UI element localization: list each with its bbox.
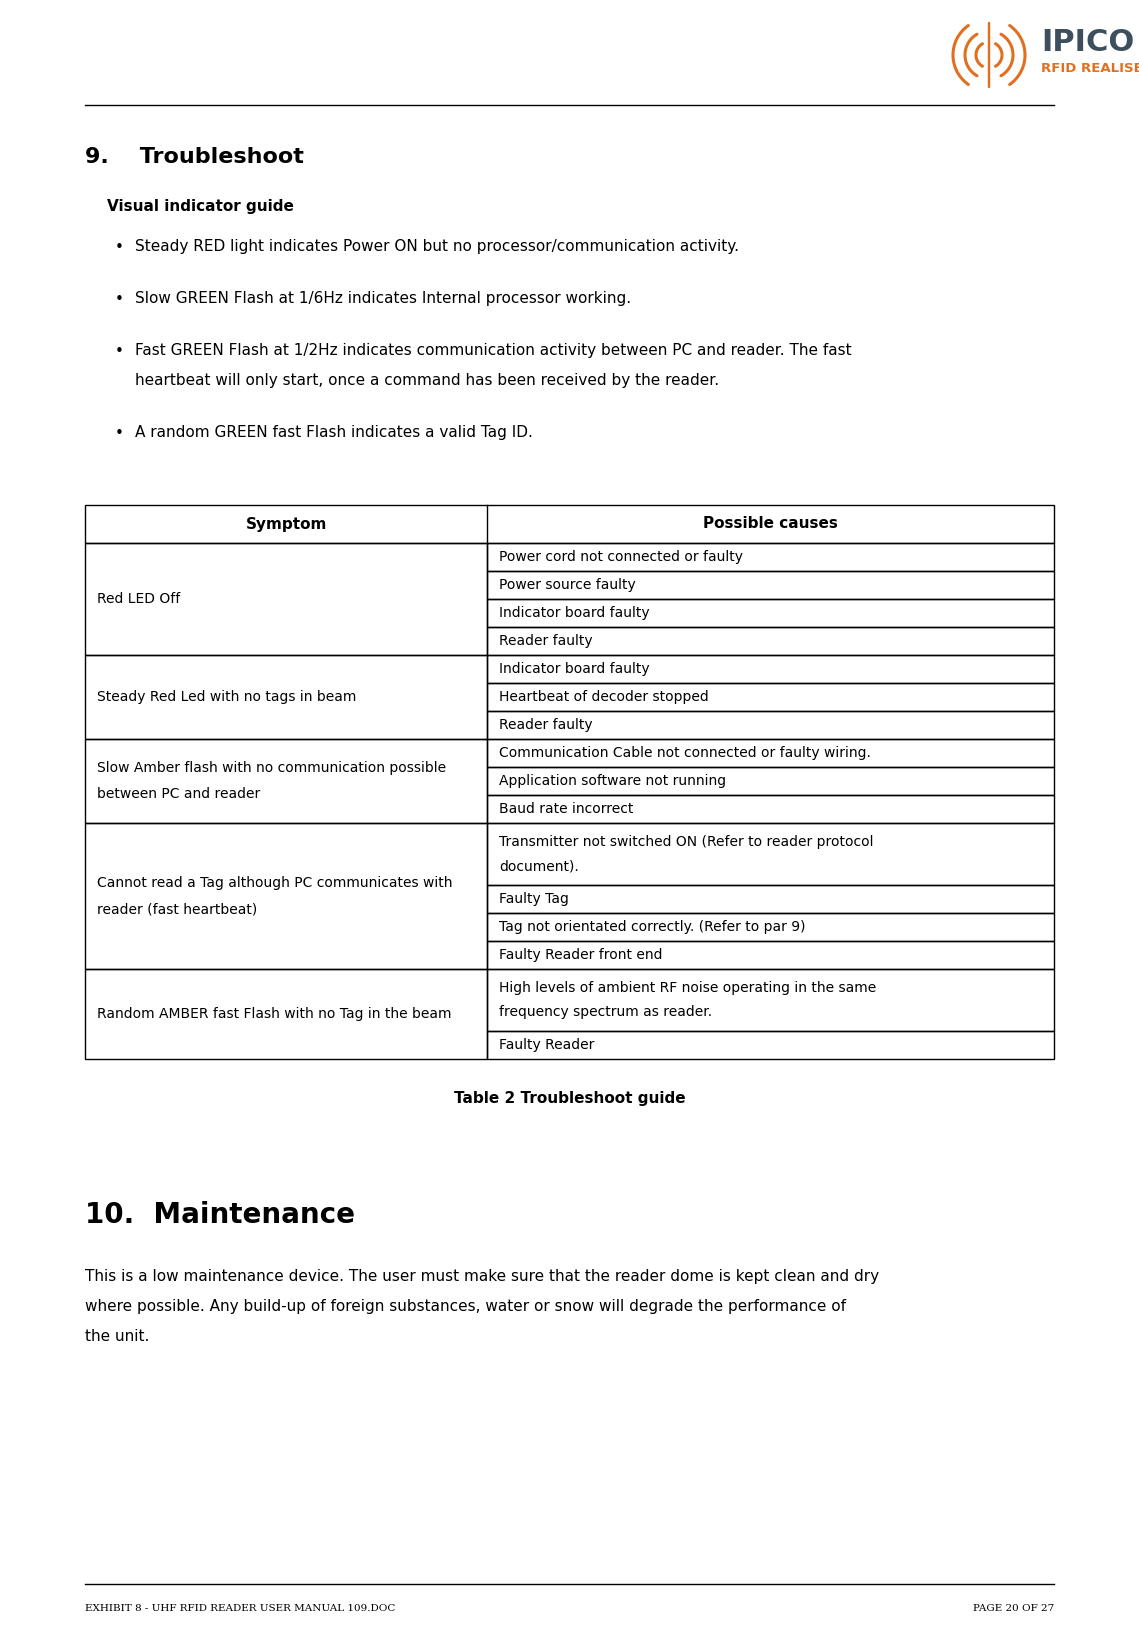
Text: Reader faulty: Reader faulty [499, 719, 592, 732]
Text: Indicator board faulty: Indicator board faulty [499, 662, 649, 676]
Text: heartbeat will only start, once a command has been received by the reader.: heartbeat will only start, once a comman… [136, 373, 719, 388]
Text: frequency spectrum as reader.: frequency spectrum as reader. [499, 1004, 712, 1019]
Bar [487, 572, 1054, 600]
Text: This is a low maintenance device. The user must make sure that the reader dome i: This is a low maintenance device. The us… [85, 1269, 879, 1284]
Bar [487, 738, 1054, 767]
Text: A random GREEN fast Flash indicates a valid Tag ID.: A random GREEN fast Flash indicates a va… [136, 425, 533, 439]
Bar [85, 970, 487, 1059]
Text: Steady Red Led with no tags in beam: Steady Red Led with no tags in beam [97, 691, 357, 704]
Text: the unit.: the unit. [85, 1328, 149, 1345]
Bar [487, 970, 1054, 1031]
Text: Indicator board faulty: Indicator board faulty [499, 606, 649, 620]
Text: Tag not orientated correctly. (Refer to par 9): Tag not orientated correctly. (Refer to … [499, 920, 805, 933]
Text: Red LED Off: Red LED Off [97, 591, 180, 606]
Text: Steady RED light indicates Power ON but no processor/communication activity.: Steady RED light indicates Power ON but … [136, 240, 739, 254]
Bar [487, 710, 1054, 738]
Bar [85, 654, 487, 738]
Bar [487, 1031, 1054, 1059]
Text: Power source faulty: Power source faulty [499, 578, 636, 591]
Text: Possible causes: Possible causes [703, 517, 838, 532]
Text: PAGE 20 OF 27: PAGE 20 OF 27 [973, 1604, 1054, 1612]
Bar [85, 738, 487, 823]
Text: where possible. Any build-up of foreign substances, water or snow will degrade t: where possible. Any build-up of foreign … [85, 1298, 846, 1313]
Bar [487, 682, 1054, 710]
Text: 9.    Troubleshoot: 9. Troubleshoot [85, 147, 304, 167]
Text: Cannot read a Tag although PC communicates with: Cannot read a Tag although PC communicat… [97, 876, 452, 890]
Text: Application software not running: Application software not running [499, 775, 727, 788]
Text: Slow Amber flash with no communication possible: Slow Amber flash with no communication p… [97, 762, 446, 775]
Text: Reader faulty: Reader faulty [499, 634, 592, 648]
Bar [487, 544, 1054, 572]
Bar [487, 600, 1054, 628]
Bar [85, 544, 487, 654]
Text: Symptom: Symptom [245, 517, 327, 532]
Text: Slow GREEN Flash at 1/6Hz indicates Internal processor working.: Slow GREEN Flash at 1/6Hz indicates Inte… [136, 291, 631, 306]
Text: RFID REALISED: RFID REALISED [1041, 63, 1139, 74]
Text: •: • [115, 426, 124, 441]
Bar [487, 628, 1054, 654]
Text: Power cord not connected or faulty: Power cord not connected or faulty [499, 550, 743, 563]
Text: •: • [115, 292, 124, 307]
Text: document).: document). [499, 859, 579, 872]
Bar [487, 885, 1054, 914]
Text: Baud rate incorrect: Baud rate incorrect [499, 801, 633, 816]
Bar [487, 795, 1054, 823]
Text: 10.  Maintenance: 10. Maintenance [85, 1201, 355, 1229]
Bar [487, 767, 1054, 795]
Bar [85, 506, 1054, 544]
Text: EXHIBIT 8 - UHF RFID READER USER MANUAL 109.DOC: EXHIBIT 8 - UHF RFID READER USER MANUAL … [85, 1604, 395, 1612]
Text: Random AMBER fast Flash with no Tag in the beam: Random AMBER fast Flash with no Tag in t… [97, 1008, 451, 1021]
Text: Visual indicator guide: Visual indicator guide [107, 198, 294, 215]
Text: between PC and reader: between PC and reader [97, 786, 260, 801]
Text: •: • [115, 344, 124, 358]
Text: Table 2 Troubleshoot guide: Table 2 Troubleshoot guide [453, 1090, 686, 1105]
Text: reader (fast heartbeat): reader (fast heartbeat) [97, 902, 257, 915]
Text: Faulty Reader front end: Faulty Reader front end [499, 948, 663, 961]
Text: Heartbeat of decoder stopped: Heartbeat of decoder stopped [499, 691, 708, 704]
Bar [487, 942, 1054, 970]
Text: Faulty Tag: Faulty Tag [499, 892, 570, 905]
Text: High levels of ambient RF noise operating in the same: High levels of ambient RF noise operatin… [499, 981, 876, 995]
Bar [487, 914, 1054, 942]
Text: Communication Cable not connected or faulty wiring.: Communication Cable not connected or fau… [499, 747, 871, 760]
Text: •: • [115, 240, 124, 254]
Bar [85, 823, 487, 970]
Text: Transmitter not switched ON (Refer to reader protocol: Transmitter not switched ON (Refer to re… [499, 834, 874, 849]
Bar [487, 654, 1054, 682]
Text: IPICO: IPICO [1041, 28, 1134, 58]
Bar [487, 823, 1054, 885]
Text: Fast GREEN Flash at 1/2Hz indicates communication activity between PC and reader: Fast GREEN Flash at 1/2Hz indicates comm… [136, 344, 852, 358]
Text: Faulty Reader: Faulty Reader [499, 1037, 595, 1052]
